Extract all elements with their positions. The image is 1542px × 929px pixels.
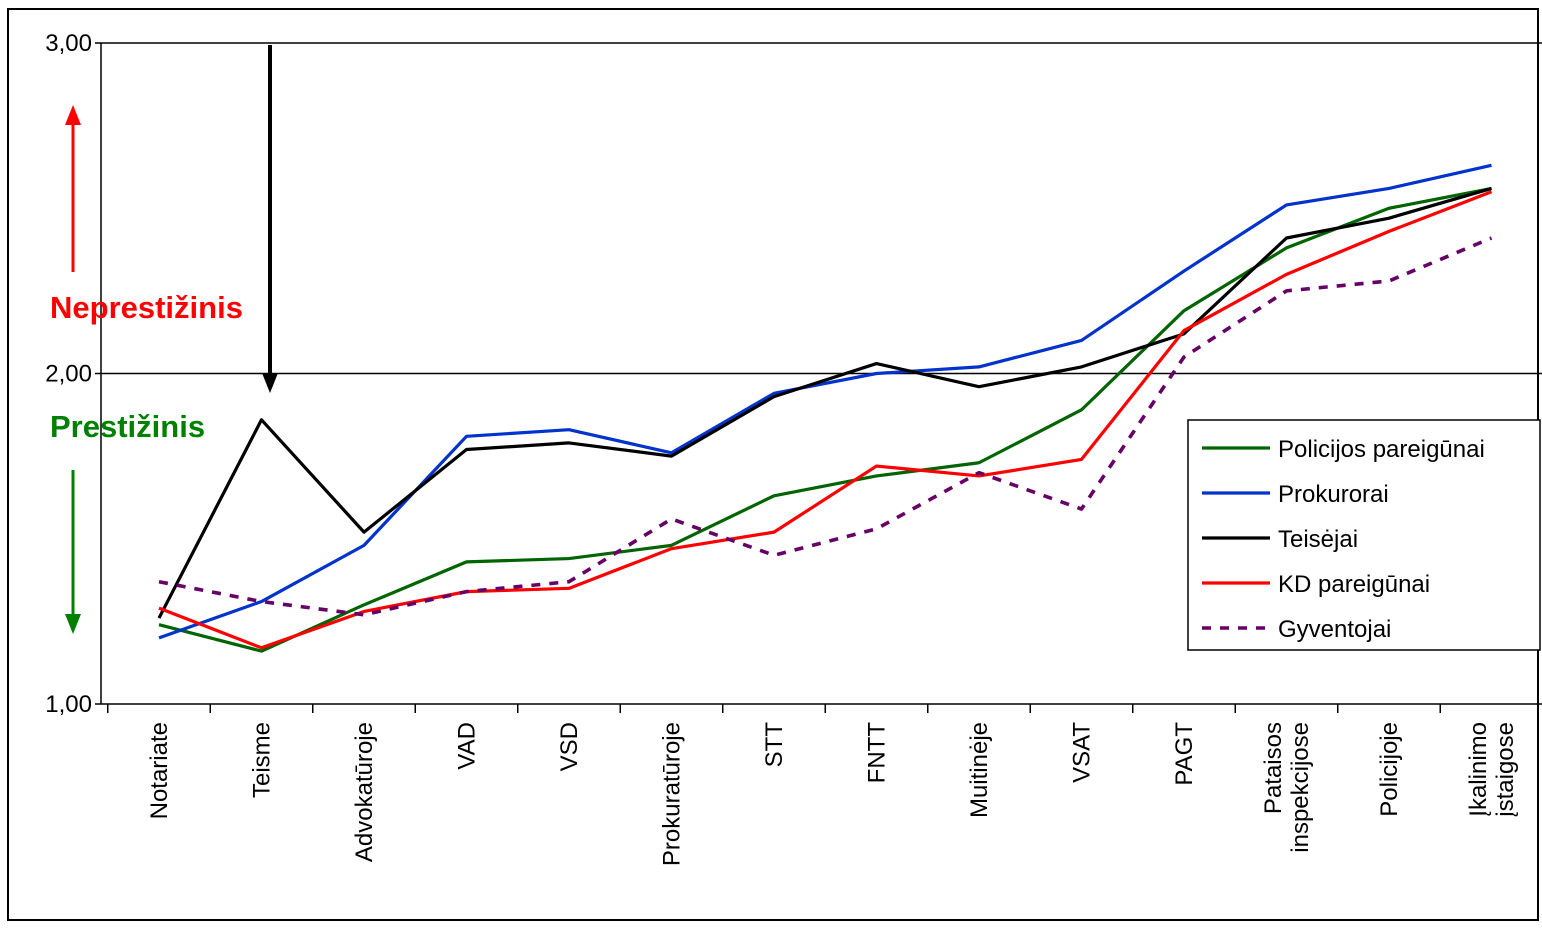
x-category-label: VSD — [556, 722, 583, 771]
legend-label: Teisėjai — [1278, 526, 1358, 553]
upper-zone-label: Neprestižinis — [50, 290, 243, 325]
legend-label: Gyventojai — [1278, 616, 1391, 643]
x-category-label: Prokuratūroje — [659, 722, 686, 866]
x-category-label: PAGT — [1171, 722, 1198, 786]
series-line — [158, 190, 1493, 650]
legend-box — [1187, 419, 1541, 651]
legend-label: KD pareigūnai — [1278, 571, 1430, 598]
annotations: Neprestižinis Prestižinis — [50, 45, 278, 634]
x-category-label: Advokatūroje — [351, 722, 378, 862]
x-category-label: FNTT — [864, 722, 891, 784]
series-lines — [157, 163, 1493, 653]
x-category-label: VAD — [454, 722, 481, 770]
gridlines — [101, 42, 1542, 375]
y-tick-label: 1,00 — [45, 691, 92, 718]
x-category-label: Notariate — [146, 722, 173, 819]
y-tick-label: 3,00 — [45, 30, 92, 57]
axes: 1,00 2,00 3,00 Notariate Teisme Advokatūroje V… — [45, 30, 1542, 866]
series-line — [158, 236, 1493, 617]
x-category-label: inspekcijose — [1287, 722, 1314, 853]
x-category-label: Įkalinimo — [1465, 722, 1492, 817]
legend: Policijos pareigūnai Prokurorai Teisėjai KD… — [1187, 419, 1541, 651]
x-category-label: VSAT — [1069, 722, 1096, 783]
divider-arrow-head-icon — [262, 373, 278, 393]
legend-label: Policijos pareigūnai — [1278, 436, 1485, 463]
y-tick-label: 2,00 — [45, 361, 92, 388]
x-category-label: įstaigose — [1492, 722, 1519, 817]
lower-zone-label: Prestižinis — [50, 409, 205, 444]
x-category-label: Policijoje — [1376, 722, 1403, 817]
down-arrow-head-icon — [65, 614, 81, 634]
legend-label: Prokurorai — [1278, 481, 1389, 508]
x-category-label: Pataisos — [1260, 722, 1287, 814]
series-line — [158, 186, 1492, 653]
up-arrow-head-icon — [65, 105, 81, 125]
x-category-label: STT — [761, 722, 788, 768]
series-line — [158, 163, 1492, 640]
x-category-label: Muitinėje — [966, 722, 993, 818]
series-line — [157, 186, 1492, 619]
x-category-label: Teisme — [249, 722, 276, 798]
